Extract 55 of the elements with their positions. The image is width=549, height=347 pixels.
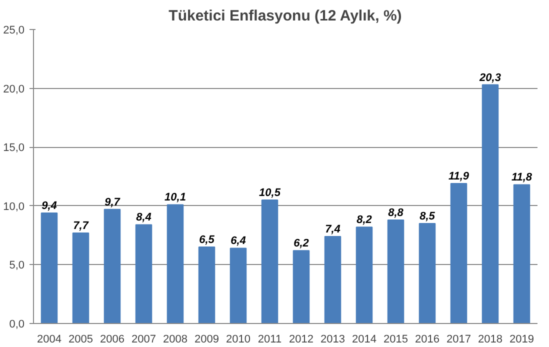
x-tick-label: 2015 [384, 334, 408, 346]
bar [40, 212, 58, 324]
x-tick-label: 2006 [100, 334, 124, 346]
y-tick-label: 20,0 [3, 83, 25, 96]
bar [513, 184, 530, 324]
x-tick-label: 2014 [352, 334, 376, 346]
data-label: 8,2 [356, 214, 372, 226]
data-label: 11,9 [448, 170, 470, 183]
data-label: 20,3 [478, 72, 501, 84]
data-label: 7,4 [325, 223, 340, 236]
y-tick-label: 15,0 [3, 142, 25, 154]
x-tick-label: 2019 [510, 334, 534, 346]
data-label: 8,5 [420, 210, 436, 223]
x-tick-label: 2010 [226, 334, 250, 346]
y-tick-label: 5,0 [9, 260, 25, 272]
y-tick-label: 10,0 [3, 200, 25, 213]
x-tick-label: 2016 [415, 334, 440, 346]
x-tick-label: 2017 [446, 334, 471, 346]
bar [292, 250, 310, 324]
bar [230, 248, 247, 324]
x-tick-label: 2009 [194, 334, 219, 346]
bar [324, 236, 342, 324]
bar [387, 220, 404, 324]
data-label: 8,4 [136, 212, 152, 224]
x-tick-label: 2004 [37, 334, 62, 346]
bar [135, 224, 152, 324]
bar [450, 183, 468, 324]
x-tick-label: 2018 [478, 334, 502, 346]
bar [72, 232, 90, 324]
chart-title: Tüketici Enflasyonu (12 Aylık, %) [168, 8, 402, 24]
bar [198, 246, 216, 324]
y-tick-label: 0,0 [9, 318, 25, 330]
x-tick-label: 2013 [320, 334, 345, 346]
bar [261, 200, 278, 324]
data-label: 10,1 [164, 192, 186, 204]
y-tick-label: 25,0 [3, 24, 25, 36]
data-label: 9,7 [104, 196, 121, 208]
data-label: 6,5 [199, 234, 216, 246]
data-label: 7,7 [73, 220, 90, 232]
data-label: 6,2 [294, 238, 309, 250]
x-tick-label: 2008 [163, 334, 188, 346]
x-tick-label: 2011 [258, 334, 282, 346]
data-label: 8,8 [388, 207, 404, 220]
bar [166, 204, 184, 324]
bar [356, 226, 373, 324]
data-label: 10,5 [259, 187, 282, 200]
bar [482, 84, 499, 324]
x-tick-label: 2012 [289, 334, 314, 346]
bar [418, 223, 436, 324]
data-label: 11,8 [511, 172, 533, 184]
data-label: 6,4 [230, 235, 246, 248]
x-tick-label: 2005 [68, 334, 93, 346]
x-tick-label: 2007 [132, 334, 156, 346]
data-label: 9,4 [42, 200, 57, 212]
bar [104, 208, 121, 324]
